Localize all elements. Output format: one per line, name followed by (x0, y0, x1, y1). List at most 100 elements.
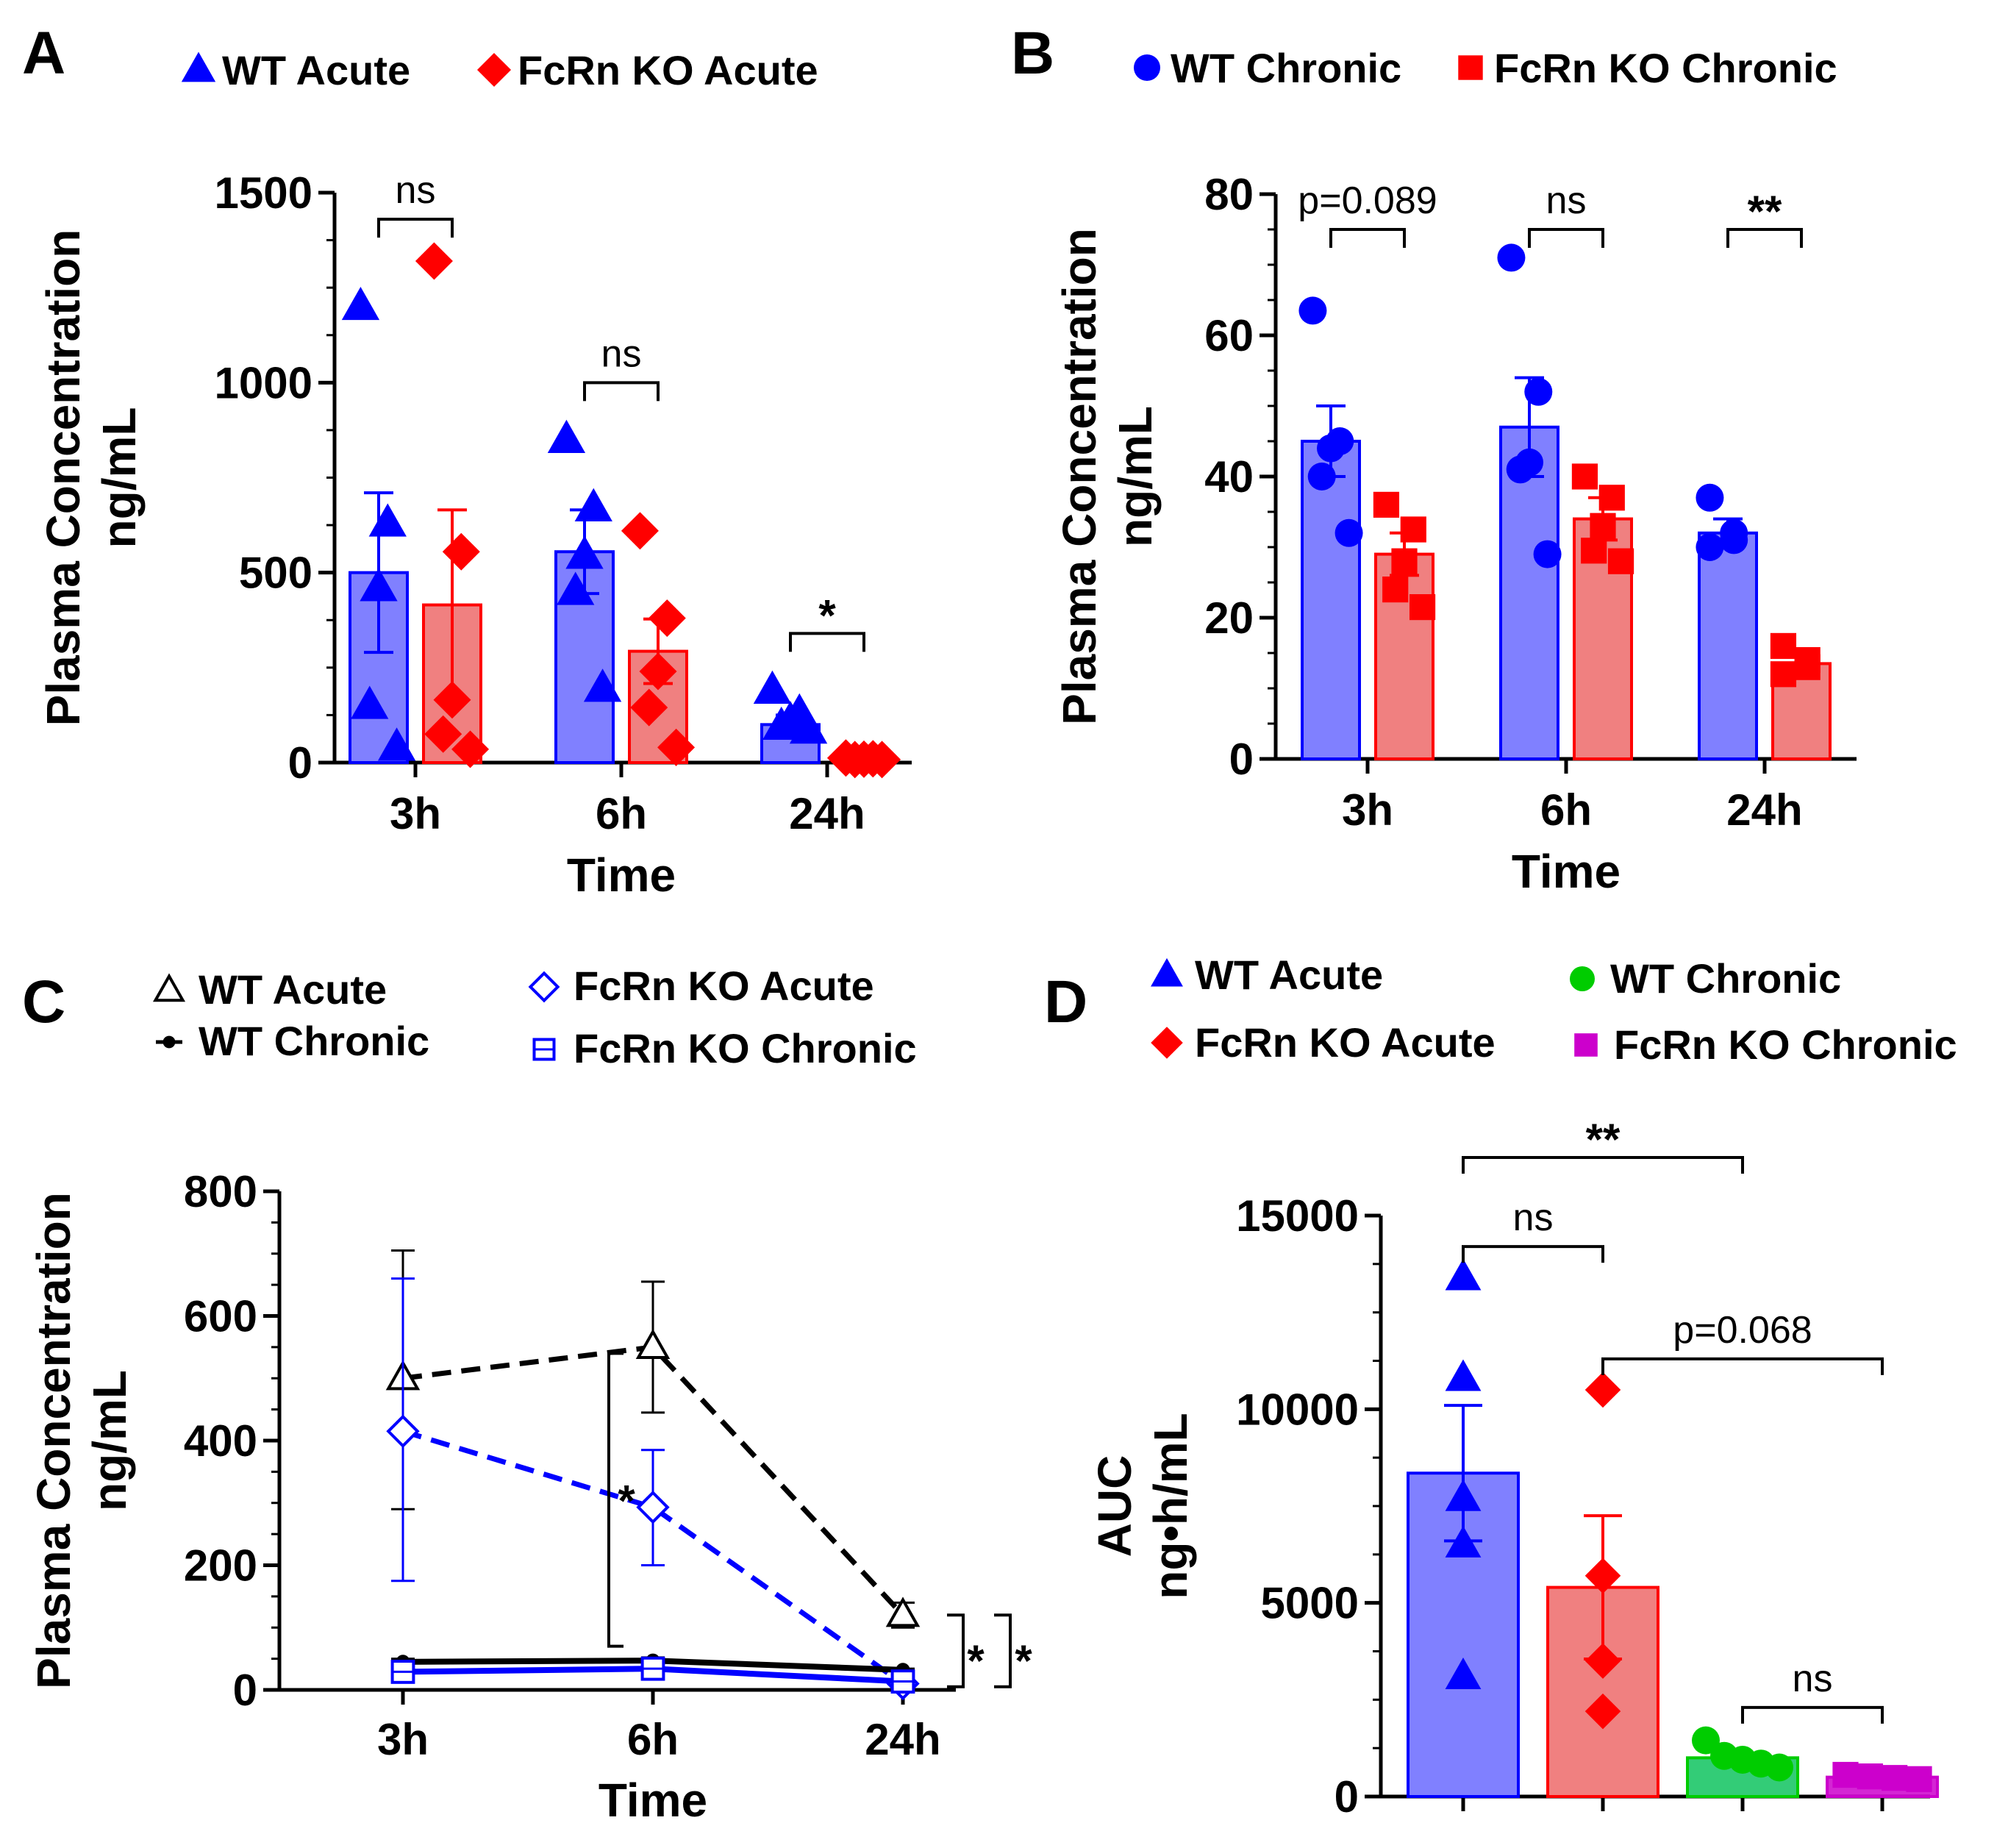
c-sig-label: * (618, 1477, 635, 1526)
b-y-tick-label: 40 (1204, 452, 1254, 502)
b-data-point (1524, 377, 1553, 406)
d-legend-marker (1151, 957, 1183, 987)
c-sig-bracket (947, 1613, 965, 1688)
d-legend-marker (1570, 966, 1595, 991)
panel-d: D WT Acute WT Chronic FcRn KO Acute FcRn KO … (1044, 952, 1957, 1822)
c-data-point-wt-acute (635, 1328, 671, 1359)
b-x-tick-label: 6h (1540, 785, 1592, 835)
a-x-axis-title: Time (567, 849, 676, 902)
a-data-point (574, 488, 612, 521)
a-data-point (433, 681, 471, 719)
b-x-axis-title: Time (1512, 845, 1621, 898)
b-data-point (1696, 483, 1724, 512)
b-data-point (1607, 548, 1634, 574)
d-data-point-wt-acute (1445, 1525, 1482, 1558)
a-data-point (351, 685, 389, 719)
a-data-point (836, 741, 874, 779)
b-legend-marker (1458, 55, 1483, 80)
a-sig-label: ns (601, 332, 642, 375)
c-legend-marker (152, 973, 186, 1002)
c-legend-marker (528, 971, 560, 1003)
a-data-point (341, 286, 380, 321)
d-data-point-fcrn-ko-chronic (1882, 1765, 1908, 1791)
b-panel-letter: B (1011, 20, 1054, 87)
a-data-point (557, 571, 595, 605)
a-legend-label: WT Acute (222, 47, 410, 93)
c-legend-label: FcRn KO Acute (574, 963, 874, 1009)
c-legend-label: WT Acute (199, 966, 387, 1013)
c-data-point-wt-acute (885, 1597, 921, 1627)
a-data-point (583, 668, 622, 702)
d-data-point-fcrn-ko-chronic (1857, 1763, 1883, 1790)
d-legend-label: WT Acute (1195, 952, 1383, 998)
a-y-tick-label: 1500 (215, 168, 312, 218)
a-legend-marker (476, 52, 512, 88)
b-data-point (1720, 526, 1748, 554)
b-data-point (1382, 577, 1409, 603)
c-x-tick-label: 3h (377, 1715, 429, 1764)
a-y-tick-label: 0 (288, 738, 312, 788)
b-data-point (1409, 594, 1436, 621)
b-bar-wt-chronic-24h (1698, 531, 1758, 760)
b-sig-bracket (1726, 228, 1803, 248)
b-y-tick-label: 0 (1229, 735, 1254, 784)
a-data-point (547, 419, 586, 453)
c-legend-marker (162, 1035, 176, 1049)
a-y-tick-label: 1000 (215, 358, 312, 407)
a-panel-letter: A (22, 20, 65, 87)
b-bar-wt-chronic-3h (1301, 440, 1361, 760)
b-x-tick-label: 3h (1342, 785, 1393, 835)
b-y-axis-title: Plasma Concentration (1053, 228, 1106, 725)
d-panel-letter: D (1044, 968, 1087, 1035)
d-legend-label: FcRn KO Acute (1195, 1019, 1496, 1066)
a-data-point (639, 652, 677, 691)
a-data-point (377, 727, 416, 761)
b-data-point (1373, 491, 1400, 518)
a-sig-bracket (789, 632, 865, 652)
d-data-point-fcrn-ko-chronic (1832, 1761, 1859, 1788)
c-y-tick-label: 200 (184, 1541, 257, 1591)
c-sig-bracket (994, 1613, 1012, 1688)
c-sig-bracket (607, 1352, 624, 1648)
c-legend-label: FcRn KO Chronic (574, 1025, 917, 1071)
a-data-point (762, 706, 801, 741)
c-y-tick-label: 400 (184, 1416, 257, 1466)
b-data-point (1696, 533, 1724, 561)
b-sig-label: p=0.089 (1298, 179, 1437, 222)
d-legend-marker (1151, 1027, 1183, 1059)
d-data-point-wt-acute (1445, 1359, 1482, 1391)
c-y-tick-label: 0 (233, 1666, 257, 1715)
b-data-point (1391, 548, 1418, 574)
c-x-tick-label: 6h (627, 1715, 679, 1764)
a-data-point (648, 599, 686, 638)
d-sig-bracket (1462, 1245, 1604, 1263)
b-data-point (1581, 538, 1607, 564)
a-x-tick-label: 3h (390, 789, 441, 838)
d-y-tick-label: 0 (1335, 1772, 1359, 1822)
a-data-point (442, 532, 480, 571)
a-legend-marker (181, 51, 216, 82)
d-legend-marker (1574, 1033, 1598, 1057)
d-y-axis-title: ng•h/mL (1144, 1413, 1197, 1599)
d-data-point-wt-chronic (1692, 1726, 1720, 1755)
b-sig-label: ** (1748, 187, 1782, 236)
d-sig-label: ns (1793, 1658, 1833, 1700)
c-sig-label: * (1015, 1636, 1032, 1685)
b-data-point (1335, 518, 1363, 547)
a-data-point (657, 728, 696, 766)
c-data-point-fcrn-ko-acute (636, 1491, 670, 1524)
a-data-point (753, 670, 792, 704)
a-x-tick-label: 24h (789, 789, 865, 838)
c-y-axis-title: ng/mL (83, 1370, 136, 1511)
b-data-point (1598, 485, 1625, 511)
a-data-point (863, 741, 901, 779)
a-data-point (630, 688, 668, 727)
a-sig-bracket (377, 218, 454, 238)
b-data-point (1533, 540, 1562, 568)
a-data-point (360, 568, 398, 602)
a-y-axis-title: ng/mL (93, 407, 146, 549)
b-sig-bracket (1528, 228, 1604, 248)
a-legend-label: FcRn KO Acute (518, 47, 818, 93)
b-data-point (1307, 463, 1336, 490)
b-data-point (1400, 516, 1426, 543)
